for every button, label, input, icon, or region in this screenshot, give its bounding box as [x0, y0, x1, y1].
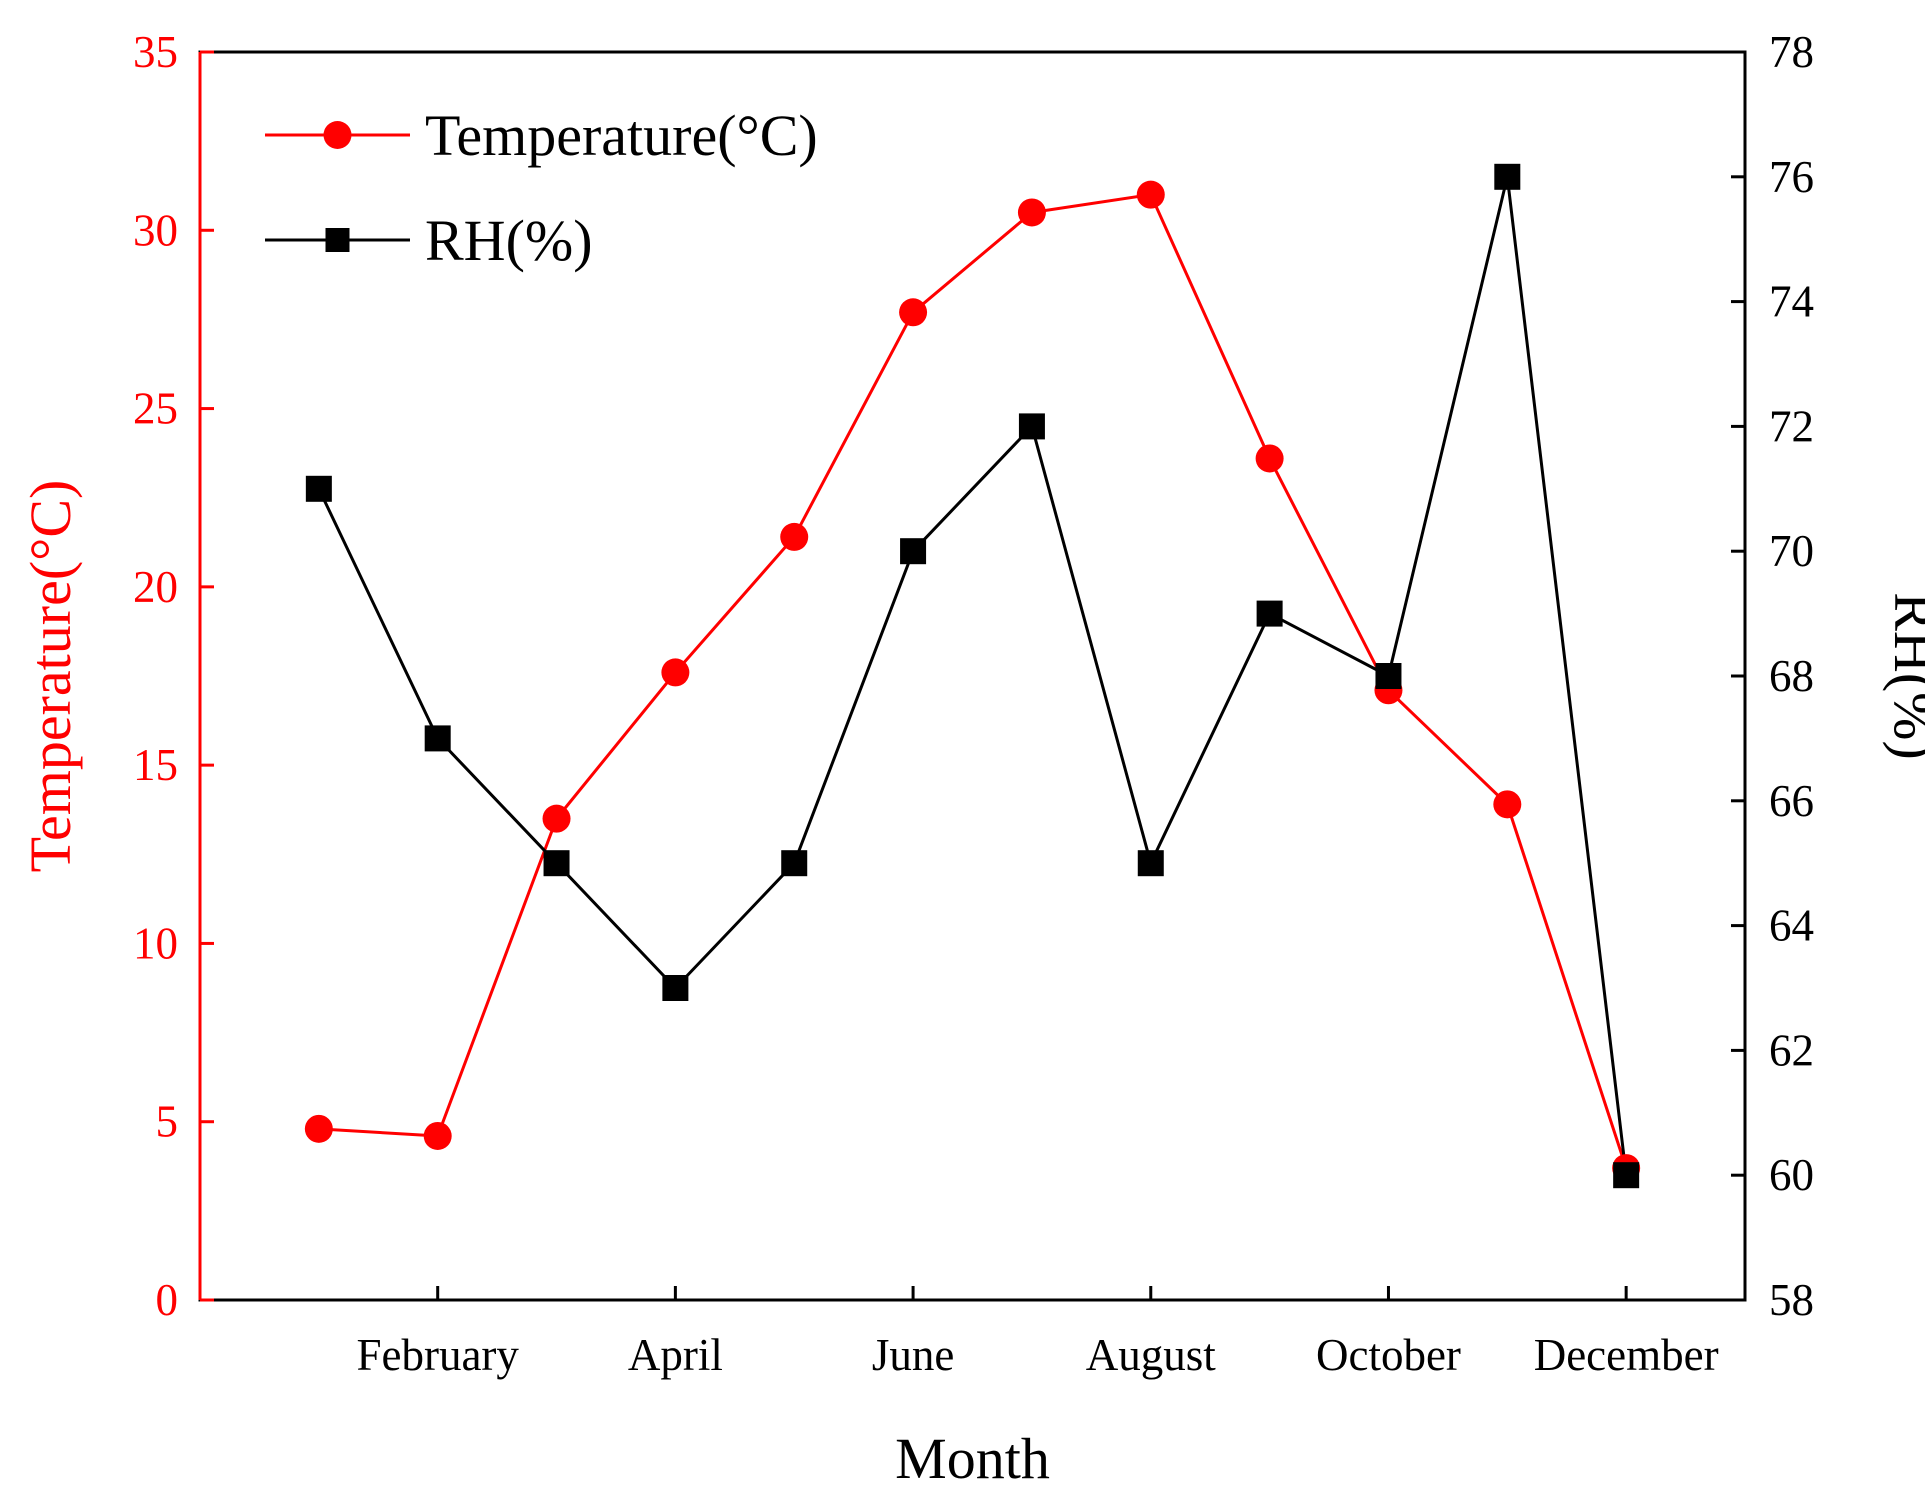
series-layer — [304, 163, 1641, 1189]
rh-point — [543, 850, 570, 877]
left-axis: 0 5 10 15 20 25 30 35 — [133, 27, 214, 1325]
right-y-tick-label: 78 — [1769, 27, 1814, 77]
rh-point — [1018, 413, 1045, 440]
legend-rh-marker — [325, 228, 350, 252]
x-tick-label: June — [872, 1330, 955, 1380]
right-y-tick-label: 64 — [1769, 901, 1814, 951]
temperature-point — [661, 658, 690, 687]
rh-point — [1375, 663, 1402, 689]
left-y-tick-label: 25 — [133, 384, 178, 434]
temperature-point — [1255, 444, 1284, 473]
x-tick-label: December — [1534, 1330, 1719, 1380]
rh-point — [424, 725, 451, 752]
right-y-tick-label: 74 — [1769, 277, 1814, 327]
right-y-tick-label: 72 — [1769, 401, 1814, 451]
right-y-tick-label: 60 — [1769, 1150, 1814, 1200]
right-y-tick-label: 68 — [1769, 651, 1814, 701]
temperature-point — [1493, 790, 1522, 819]
rh-point — [781, 850, 808, 877]
rh-point — [900, 538, 927, 565]
x-tick-label: April — [628, 1330, 723, 1380]
bottom-axis: February April June August October December — [356, 1286, 1719, 1380]
left-y-tick-label: 10 — [133, 918, 178, 968]
right-y-tick-label: 58 — [1769, 1275, 1814, 1325]
x-tick-label: August — [1086, 1330, 1217, 1380]
rh-point — [305, 475, 332, 502]
x-axis-title: Month — [895, 1426, 1050, 1490]
left-y-tick-label: 30 — [133, 205, 178, 255]
rh-point — [1137, 850, 1164, 877]
temperature-point — [780, 522, 809, 551]
legend-temperature-label: Temperature(°C) — [425, 103, 818, 168]
temperature-point — [423, 1121, 452, 1150]
rh-point — [1256, 600, 1283, 627]
left-y-tick-label: 0 — [156, 1275, 179, 1325]
left-y-axis-title: Temperature(°C) — [18, 480, 83, 873]
legend-rh-label: RH(%) — [425, 208, 593, 273]
x-tick-label: October — [1316, 1330, 1461, 1380]
temperature-point — [1136, 180, 1165, 209]
left-y-tick-label: 20 — [133, 562, 178, 612]
right-axis: 58 60 62 64 66 68 70 72 74 76 78 — [1731, 27, 1814, 1325]
right-y-tick-label: 70 — [1769, 526, 1814, 576]
temperature-point — [899, 298, 928, 327]
legend-temperature-marker — [323, 121, 352, 149]
right-y-tick-label: 62 — [1769, 1025, 1814, 1075]
x-tick-label: February — [356, 1330, 519, 1380]
left-y-tick-label: 15 — [133, 740, 178, 790]
rh-point — [1613, 1162, 1640, 1189]
right-y-tick-label: 76 — [1769, 152, 1814, 202]
legend: Temperature(°C) RH(%) — [265, 103, 818, 273]
temperature-point — [1017, 198, 1046, 227]
rh-point — [662, 975, 689, 1001]
right-y-tick-label: 66 — [1769, 776, 1814, 826]
temperature-point — [542, 804, 571, 833]
series-line-temperature — [318, 193, 1628, 1169]
rh-point — [1494, 163, 1521, 190]
temperature-point — [304, 1114, 333, 1143]
left-y-tick-label: 35 — [133, 27, 178, 77]
left-y-tick-label: 5 — [156, 1097, 179, 1147]
series-line-rh — [317, 175, 1628, 1176]
right-y-axis-title: RH(%) — [1882, 592, 1925, 760]
